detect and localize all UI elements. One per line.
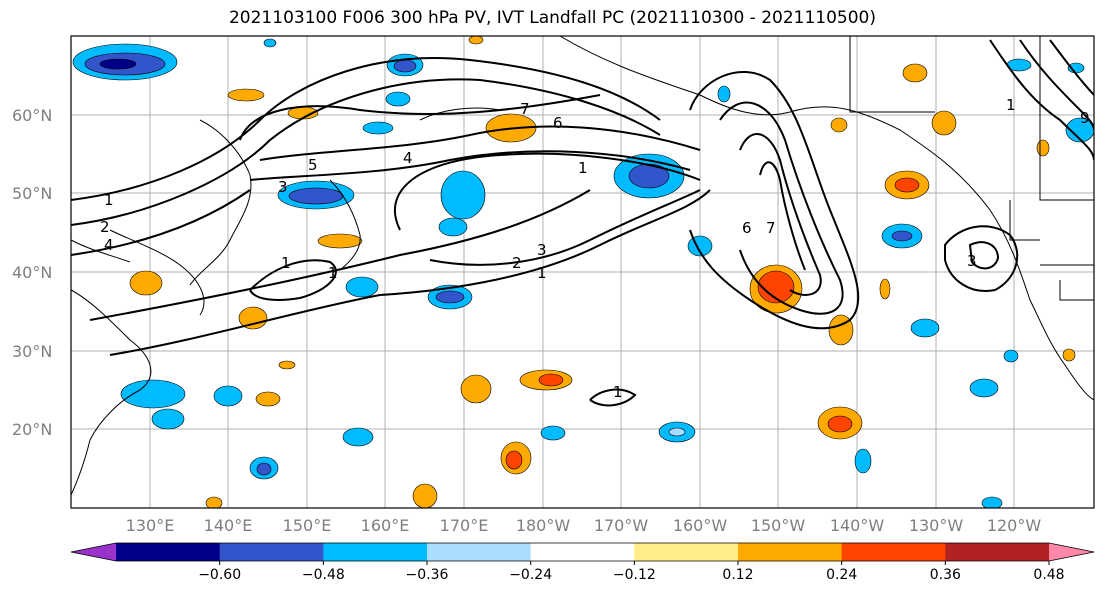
contour-label: 1 bbox=[281, 254, 291, 272]
lon-label: 180°W bbox=[516, 516, 571, 535]
coastlines bbox=[71, 36, 1094, 496]
lat-label: 20°N bbox=[12, 420, 52, 439]
colorbar-swatch bbox=[116, 543, 221, 561]
longitude-labels: 130°E 140°E 150°E 160°E 170°E 180°W 170°… bbox=[126, 516, 1042, 535]
contour-label: 1 bbox=[537, 264, 547, 282]
lat-label: 60°N bbox=[12, 106, 52, 125]
lat-label: 40°N bbox=[12, 263, 52, 282]
contour-label: 7 bbox=[520, 100, 530, 118]
colorbar-tick-label: −0.12 bbox=[613, 567, 656, 583]
colorbar-outline bbox=[70, 542, 1095, 562]
contour-label: 3 bbox=[278, 178, 288, 196]
ivt-contours bbox=[71, 39, 1094, 407]
contour-label: 2 bbox=[100, 218, 110, 236]
contour-label: 1 bbox=[328, 264, 338, 282]
colorbar-tick-label: −0.24 bbox=[509, 567, 552, 583]
lon-label: 160°W bbox=[673, 516, 728, 535]
colorbar-extend-high bbox=[1049, 543, 1094, 561]
lon-label: 140°W bbox=[830, 516, 885, 535]
colorbar-swatch bbox=[323, 543, 428, 561]
map-title: 2021103100 F006 300 hPa PV, IVT Landfall… bbox=[228, 8, 876, 28]
lon-label: 120°W bbox=[987, 516, 1042, 535]
colorbar: −0.60 −0.48 −0.36 −0.24 −0.12 0.12 0.24 0.36 0.4… bbox=[70, 542, 1095, 583]
contour-label: 3 bbox=[537, 241, 547, 259]
latitude-labels: 60°N 50°N 40°N 30°N 20°N bbox=[12, 106, 52, 439]
contour-label: 4 bbox=[403, 149, 413, 167]
contour-label: 5 bbox=[308, 156, 318, 174]
colorbar-swatch bbox=[945, 543, 1050, 561]
colorbar-tick-label: 0.48 bbox=[1033, 567, 1064, 583]
lon-label: 150°W bbox=[751, 516, 806, 535]
contour-label: 1 bbox=[613, 383, 623, 401]
contour-label: 1 bbox=[578, 159, 588, 177]
contour-label: 4 bbox=[104, 236, 114, 254]
colorbar-tick-label: 0.24 bbox=[826, 567, 857, 583]
lon-label: 130°E bbox=[126, 516, 175, 535]
colorbar-tick-label: −0.60 bbox=[198, 567, 241, 583]
lon-label: 140°E bbox=[204, 516, 253, 535]
lon-label: 150°E bbox=[283, 516, 332, 535]
colorbar-swatch bbox=[530, 543, 635, 561]
lon-label: 170°E bbox=[440, 516, 489, 535]
pv-anomaly-shading bbox=[72, 36, 1094, 508]
contour-label: 6 bbox=[742, 219, 752, 237]
contour-label: 6 bbox=[553, 114, 563, 132]
colorbar-swatch bbox=[738, 543, 843, 561]
lon-label: 130°W bbox=[909, 516, 964, 535]
contour-label: 1 bbox=[1006, 96, 1016, 114]
colorbar-swatch bbox=[841, 543, 946, 561]
map-frame bbox=[70, 35, 1095, 509]
contour-label: 1 bbox=[104, 191, 114, 209]
colorbar-tick-label: 0.12 bbox=[722, 567, 753, 583]
contour-label: 3 bbox=[967, 252, 977, 270]
contour-labels: 1 2 3 4 5 6 7 1 2 3 1 1 6 7 1 3 1 9 1 4 bbox=[100, 96, 1090, 401]
lon-label: 160°E bbox=[361, 516, 410, 535]
colorbar-tick-label: 0.36 bbox=[930, 567, 961, 583]
contour-label: 7 bbox=[766, 219, 776, 237]
contour-label: 2 bbox=[512, 254, 522, 272]
contour-label: 9 bbox=[1080, 109, 1090, 127]
colorbar-swatch bbox=[634, 543, 739, 561]
lat-label: 30°N bbox=[12, 342, 52, 361]
lon-label: 170°W bbox=[594, 516, 649, 535]
colorbar-tick-label: −0.48 bbox=[302, 567, 345, 583]
colorbar-swatch bbox=[427, 543, 532, 561]
colorbar-swatch bbox=[219, 543, 324, 561]
lat-label: 50°N bbox=[12, 184, 52, 203]
colorbar-extend-low bbox=[71, 543, 116, 561]
colorbar-tick-label: −0.36 bbox=[406, 567, 449, 583]
